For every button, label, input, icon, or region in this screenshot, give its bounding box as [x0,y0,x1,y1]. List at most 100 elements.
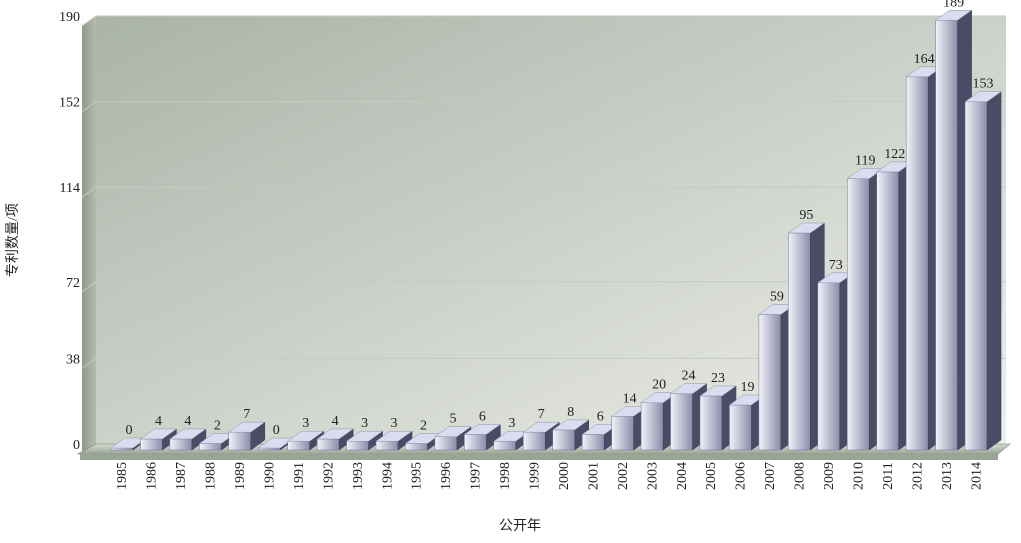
bar-top [522,421,561,433]
data-label: 4 [184,414,191,429]
data-label: 4 [332,414,339,429]
x-tick-label: 1991 [292,462,307,490]
x-tick-label: 1999 [528,462,543,490]
bar [169,438,193,451]
bar [670,393,693,451]
x-tick-label: 1993 [351,462,366,490]
x-tick-label: 1998 [498,462,513,490]
x-tick-label: 1995 [410,462,425,490]
bar-group [551,419,590,451]
data-label: 3 [508,416,515,431]
bar [817,282,841,451]
bar [316,438,340,451]
x-tick-label: 2008 [793,462,808,490]
bar-top [169,428,207,440]
x-tick-label: 2014 [969,462,984,490]
x-tick-label: 2006 [734,462,749,490]
y-axis-title: 专利数量/项 [5,203,21,277]
x-tick-label: 2005 [704,462,719,490]
data-label: 153 [973,77,994,92]
bar [788,232,811,451]
data-label: 3 [302,416,309,431]
bar [258,447,281,451]
x-tick-label: 1996 [439,462,454,490]
plot-floor-edge [80,454,998,460]
x-tick-label: 1989 [233,462,248,490]
x-tick-label: 2002 [616,462,631,490]
data-label: 95 [799,208,813,223]
bar [434,436,458,451]
data-label: 2 [420,418,427,433]
bar [581,434,605,451]
data-label: 59 [770,289,784,304]
y-tick-label: 0 [73,438,80,453]
bar-top [139,428,178,440]
y-tick-label: 72 [66,276,80,291]
bar-top [787,222,826,234]
bar [493,440,517,451]
x-tick-label: 1986 [145,462,160,490]
bar [110,447,134,451]
bar [876,171,899,451]
data-label: 122 [884,147,905,162]
bar-top [375,430,413,442]
bar [405,443,428,451]
x-tick-label: 1987 [174,462,189,490]
x-tick-label: 2007 [763,462,778,490]
bar [729,404,752,451]
y-tick-label: 152 [59,96,80,111]
data-label: 119 [855,154,875,169]
x-tick-label: 1994 [380,462,395,490]
bar-top [551,419,590,431]
gridline-side [81,357,97,369]
bar [287,440,310,451]
x-tick-label: 2011 [881,462,896,489]
bar-top [345,430,384,442]
data-label: 23 [711,371,725,386]
bar-top [316,428,354,440]
bar-top [964,91,1002,102]
bar-group [463,423,502,451]
data-label: 0 [126,423,133,438]
data-label: 4 [155,414,162,429]
data-label: 6 [479,409,486,424]
bar-group [787,222,826,451]
data-label: 14 [623,391,637,406]
bar-top [669,383,708,394]
gridline-side [81,281,97,293]
data-label: 73 [829,258,843,273]
data-label: 2 [214,418,221,433]
x-tick-label: 2012 [910,462,925,490]
x-tick-label: 2013 [940,462,955,490]
bar-top [463,424,502,435]
x-tick-label: 1990 [262,462,277,490]
x-tick-label: 1992 [321,462,336,490]
bar [464,434,487,451]
x-tick-label: 2000 [557,462,572,490]
bar [964,101,988,451]
y-tick-label: 114 [60,181,80,196]
data-label: 3 [391,416,398,431]
data-label: 164 [914,52,935,67]
bar [905,76,929,451]
x-tick-label: 2003 [645,462,660,490]
plot-side-wall [82,16,96,454]
data-label: 7 [243,407,250,422]
bar-group [610,405,649,451]
bar [375,440,399,451]
gridline-side [81,186,97,198]
bar [140,438,163,451]
y-tick-label: 38 [66,352,80,367]
bar [552,429,575,451]
bar [758,314,782,451]
data-label: 0 [273,423,280,438]
bar-top [434,426,472,437]
bar-top [228,421,266,433]
x-tick-label: 1985 [115,462,130,490]
x-tick-label: 1988 [204,462,219,490]
bar-side [986,91,1002,451]
x-tick-label: 2010 [851,462,866,490]
bar-top [934,10,973,21]
